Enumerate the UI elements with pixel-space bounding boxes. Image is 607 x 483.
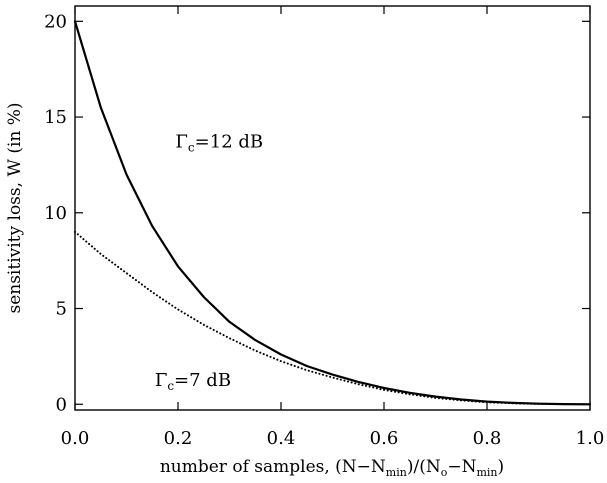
y-tick-label: 0 xyxy=(56,394,67,415)
curve-annotation-1: Γc=12 dB xyxy=(175,132,263,155)
series-2-line xyxy=(74,230,591,406)
y-tick-label: 20 xyxy=(44,11,67,32)
x-tick-label: 0.8 xyxy=(473,428,502,449)
x-axis-label: number of samples, (N−Nmin)/(No−Nmin) xyxy=(160,457,504,478)
x-tick-label: 0.0 xyxy=(61,428,90,449)
x-tick-label: 0.4 xyxy=(267,428,296,449)
annotation-layer: Γc=12 dB Γc=7 dB xyxy=(155,132,263,393)
x-tick-label: 0.2 xyxy=(164,428,193,449)
y-tick-label: 10 xyxy=(44,203,67,224)
y-tick-label: 5 xyxy=(56,299,67,320)
curve-annotation-2: Γc=7 dB xyxy=(155,370,231,393)
ticks: 0.0 0.2 0.4 0.6 0.8 1.0 0 5 10 15 20 xyxy=(44,6,604,449)
plot-frame xyxy=(74,5,591,411)
y-tick-label: 15 xyxy=(44,107,67,128)
series-1-line xyxy=(73,20,592,406)
x-tick-label: 0.6 xyxy=(370,428,399,449)
y-axis-label: sensitivity loss, W (in %) xyxy=(5,102,25,313)
series-layer xyxy=(73,20,592,406)
x-tick-label: 1.0 xyxy=(576,428,605,449)
